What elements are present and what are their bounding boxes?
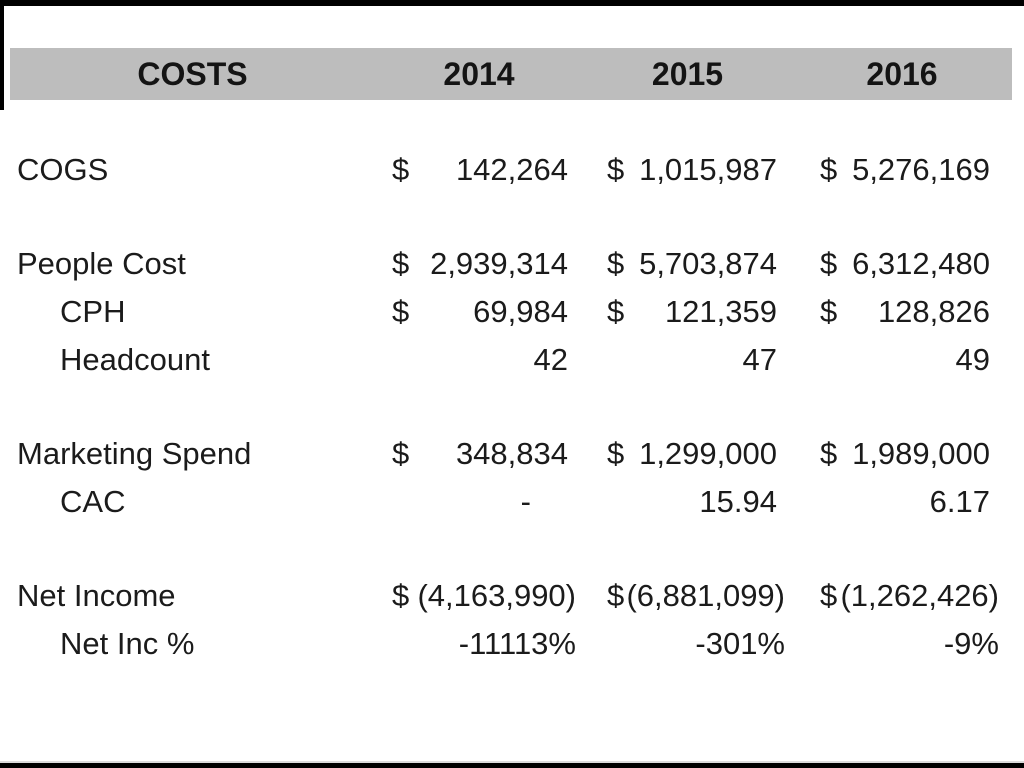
table-row-cac: CAC - 15.94 6.17: [10, 478, 1012, 526]
cell-value: (4,163,990): [417, 578, 576, 613]
row-label: COGS: [17, 152, 109, 187]
dollar-sign: $: [392, 246, 410, 281]
table-row-cogs: COGS $ 142,264 $ 1,015,987 $ 5,276,169: [10, 146, 1012, 194]
cell-value: 2,939,314: [430, 246, 568, 281]
cell-value: (6,881,099): [626, 578, 785, 613]
cell-value: 69,984: [473, 294, 568, 329]
costs-table: COSTS 2014 2015 2016 COGS $ 142,264 $ 1,…: [10, 48, 1012, 668]
cell-value: (1,262,426): [840, 578, 999, 613]
cell-value: -: [520, 484, 531, 519]
dollar-sign: $: [820, 436, 838, 471]
row-label: Headcount: [60, 342, 210, 377]
row-label: CPH: [60, 294, 126, 329]
row-spacer: [10, 194, 1012, 240]
money-cell: $ 1,299,000: [583, 430, 792, 478]
dollar-sign: $: [820, 246, 838, 281]
money-cell: $ 128,826: [792, 288, 1012, 336]
dollar-sign: $: [392, 152, 410, 187]
table-row-cph: CPH $ 69,984 $ 121,359 $ 128,826: [10, 288, 1012, 336]
money-cell: $ 1,989,000: [792, 430, 1012, 478]
cell-value: 49: [955, 342, 990, 377]
row-label: Marketing Spend: [17, 436, 252, 471]
cell-value: 6.17: [929, 484, 990, 519]
money-cell: $ 1,015,987: [583, 146, 792, 194]
table-row-marketing-spend: Marketing Spend $ 348,834 $ 1,299,000 $ …: [10, 430, 1012, 478]
number-cell: -11113%: [375, 620, 583, 668]
money-cell: $ 121,359: [583, 288, 792, 336]
row-spacer: [10, 100, 1012, 146]
header-cell-2015: 2015: [651, 55, 724, 92]
cell-value: -9%: [943, 626, 999, 661]
bottom-frame-bar: [0, 761, 1024, 768]
cell-value: 5,276,169: [852, 152, 990, 187]
row-label: People Cost: [17, 246, 186, 281]
table-row-people-cost: People Cost $ 2,939,314 $ 5,703,874 $ 6,…: [10, 240, 1012, 288]
number-cell: -9%: [792, 620, 1012, 668]
cell-value: 1,299,000: [639, 436, 777, 471]
dollar-sign: $: [392, 436, 410, 471]
top-frame-bar: [0, 0, 1024, 6]
money-cell: $ (6,881,099): [583, 572, 792, 620]
row-label: Net Income: [17, 578, 176, 613]
cell-value: 142,264: [455, 152, 568, 187]
number-cell: 15.94: [583, 478, 792, 526]
money-cell: $ 6,312,480: [792, 240, 1012, 288]
header-cell-costs: COSTS: [137, 55, 248, 92]
cell-value: 348,834: [455, 436, 568, 471]
money-cell: $ (1,262,426): [792, 572, 1012, 620]
header-cell-2014: 2014: [443, 55, 515, 92]
dollar-sign: $: [607, 578, 625, 613]
dollar-sign: $: [820, 578, 838, 613]
cell-value: 42: [533, 342, 568, 377]
table-header-row: COSTS 2014 2015 2016: [10, 48, 1012, 100]
money-cell: $ 142,264: [375, 146, 583, 194]
number-cell: 42: [375, 336, 583, 384]
dollar-sign: $: [607, 152, 625, 187]
cell-value: 6,312,480: [852, 246, 990, 281]
cell-value: 47: [742, 342, 777, 377]
number-cell: -: [375, 478, 583, 526]
money-cell: $ 348,834: [375, 430, 583, 478]
left-frame-bar: [0, 0, 4, 110]
number-cell: 49: [792, 336, 1012, 384]
row-label: Net Inc %: [60, 626, 195, 661]
dollar-sign: $: [820, 294, 838, 329]
cell-value: 5,703,874: [639, 246, 777, 281]
dollar-sign: $: [607, 294, 625, 329]
table-row-net-inc-pct: Net Inc % -11113% -301% -9%: [10, 620, 1012, 668]
number-cell: 47: [583, 336, 792, 384]
number-cell: -301%: [583, 620, 792, 668]
money-cell: $ 5,276,169: [792, 146, 1012, 194]
dollar-sign: $: [607, 246, 625, 281]
dollar-sign: $: [392, 578, 410, 613]
money-cell: $ 69,984: [375, 288, 583, 336]
header-cell-2016: 2016: [866, 55, 938, 92]
dollar-sign: $: [820, 152, 838, 187]
cell-value: 15.94: [699, 484, 777, 519]
cell-value: 128,826: [877, 294, 990, 329]
row-label: CAC: [60, 484, 126, 519]
table-row-headcount: Headcount 42 47 49: [10, 336, 1012, 384]
money-cell: $ 5,703,874: [583, 240, 792, 288]
number-cell: 6.17: [792, 478, 1012, 526]
dollar-sign: $: [607, 436, 625, 471]
table-row-net-income: Net Income $ (4,163,990) $ (6,881,099) $…: [10, 572, 1012, 620]
dollar-sign: $: [392, 294, 410, 329]
cell-value: 1,015,987: [639, 152, 777, 187]
cell-value: 1,989,000: [852, 436, 990, 471]
row-spacer: [10, 384, 1012, 430]
money-cell: $ 2,939,314: [375, 240, 583, 288]
cell-value: 121,359: [664, 294, 777, 329]
row-spacer: [10, 526, 1012, 572]
money-cell: $ (4,163,990): [375, 572, 583, 620]
cell-value: -301%: [695, 626, 785, 661]
cell-value: -11113%: [458, 626, 576, 661]
